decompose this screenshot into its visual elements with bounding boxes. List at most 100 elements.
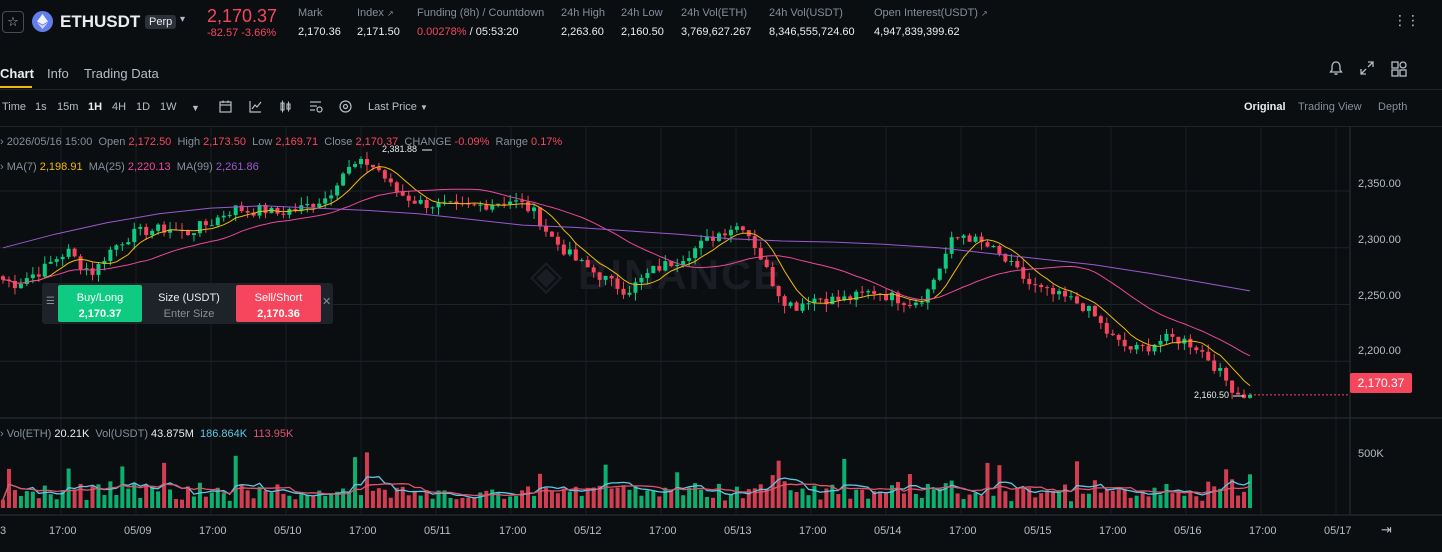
interval-15m[interactable]: 15m (57, 101, 79, 113)
interval-1d[interactable]: 1D (136, 101, 151, 113)
candle-body (1164, 333, 1169, 341)
tab-info[interactable]: Info (47, 66, 69, 81)
line-chart-icon[interactable] (249, 100, 262, 116)
last-price-tag: 2,170.37 (1350, 373, 1412, 393)
volume-bar (239, 485, 244, 508)
view-depth[interactable]: Depth (1378, 101, 1408, 113)
view-original[interactable]: Original (1244, 101, 1286, 113)
volume-bar (1098, 492, 1103, 508)
candle-body (400, 191, 405, 196)
low-24h-value: 2,160.50 (621, 26, 664, 38)
scroll-to-latest-icon[interactable]: ⇥ (1381, 522, 1392, 537)
favorite-star-icon[interactable]: ☆ (2, 11, 24, 33)
interval-4h[interactable]: 4H (112, 101, 127, 113)
interval-time[interactable]: Time (2, 101, 27, 113)
interval-1h[interactable]: 1H (88, 101, 103, 113)
interval-1w[interactable]: 1W (160, 101, 177, 113)
candle-body (382, 170, 387, 179)
symbol-dropdown-icon[interactable]: ▾ (180, 14, 186, 25)
volume-bar (639, 495, 644, 508)
interval-dropdown-icon[interactable]: ▼ (191, 103, 200, 113)
volume-bar (174, 498, 179, 508)
volume-bar (573, 486, 578, 508)
volume-bar (830, 484, 835, 508)
volume-bar (1146, 496, 1151, 508)
candle-body (454, 201, 459, 204)
candle-body (18, 284, 23, 289)
candle-body (1146, 345, 1151, 352)
candle-body (508, 201, 513, 205)
indicators-icon[interactable] (309, 100, 323, 116)
candle-body (1074, 296, 1079, 304)
volume-bar (293, 499, 298, 508)
time-axis-label: 05/13 (724, 525, 752, 537)
volume-bar (1170, 493, 1175, 508)
candle-body (466, 203, 471, 205)
candle-body (1039, 284, 1044, 288)
volume-bar (907, 474, 912, 508)
volume-bar (317, 490, 322, 508)
view-trading-view[interactable]: Trading View (1298, 101, 1362, 113)
volume-bar (329, 493, 334, 508)
candle-body (1176, 336, 1181, 344)
layout-grid-icon[interactable] (1391, 61, 1407, 77)
candle-body (1080, 303, 1085, 311)
volume-bar (335, 491, 340, 508)
volume-bar (1057, 490, 1062, 508)
candle-body (520, 200, 525, 202)
candle-body (1057, 290, 1062, 295)
candle-body (866, 291, 871, 293)
candle-body (1242, 394, 1247, 398)
volume-bar (669, 490, 674, 508)
tab-trading-data[interactable]: Trading Data (84, 66, 159, 81)
symbol-name[interactable]: ETHUSDT (60, 12, 141, 31)
more-menu-icon[interactable]: ⋮⋮ (1393, 12, 1420, 28)
settings-icon[interactable] (339, 100, 352, 116)
candle-body (824, 298, 829, 305)
close-icon[interactable]: ✕ (322, 296, 332, 308)
volume-bar (776, 460, 781, 508)
volume-bar (353, 457, 358, 508)
volume-bar (913, 494, 918, 508)
candle-body (1009, 260, 1014, 262)
volume-bar (209, 492, 214, 508)
candle-body (603, 275, 608, 280)
bell-icon[interactable] (1329, 61, 1345, 77)
candlestick-chart[interactable] (0, 127, 1442, 552)
sell-short-button[interactable]: Sell/Short 2,170.36 (236, 285, 321, 322)
mark-label: Mark (298, 7, 323, 19)
candle-body (275, 207, 280, 214)
volume-bar (1009, 501, 1014, 508)
expand-icon[interactable] (1360, 61, 1376, 77)
candle-body (699, 240, 704, 249)
candle-body (430, 207, 435, 209)
interval-1s[interactable]: 1s (35, 101, 47, 113)
buy-long-button[interactable]: Buy/Long 2,170.37 (58, 285, 142, 322)
calendar-icon[interactable] (219, 100, 232, 116)
candle-body (800, 303, 805, 311)
time-axis-label: 05/10 (274, 525, 302, 537)
candle-body (532, 207, 537, 212)
drag-handle-icon[interactable]: ☰ (46, 296, 55, 307)
size-input[interactable]: Size (USDT) Enter Size (158, 292, 220, 320)
candle-body (633, 282, 638, 293)
volume-axis-label: 500K (1358, 448, 1384, 460)
volume-bar (1128, 497, 1133, 508)
candle-body (913, 302, 918, 306)
candle-body (549, 231, 554, 237)
candle-body (591, 267, 596, 273)
watermark-logo: ◈ BINANCE (530, 251, 784, 298)
tab-chart[interactable]: Chart (0, 66, 34, 81)
volume-bar (227, 500, 232, 508)
candle-type-icon[interactable] (279, 100, 292, 116)
volume-bar (323, 495, 328, 508)
volume-bar (663, 487, 668, 508)
candle-body (90, 268, 95, 275)
volume-bar (854, 489, 859, 508)
volume-bar (728, 494, 733, 508)
volume-bar (1188, 491, 1193, 508)
candle-body (543, 226, 548, 232)
price-type-select[interactable]: Last Price ▼ (368, 101, 428, 113)
volume-bar (1080, 493, 1085, 508)
volume-bar (866, 498, 871, 508)
